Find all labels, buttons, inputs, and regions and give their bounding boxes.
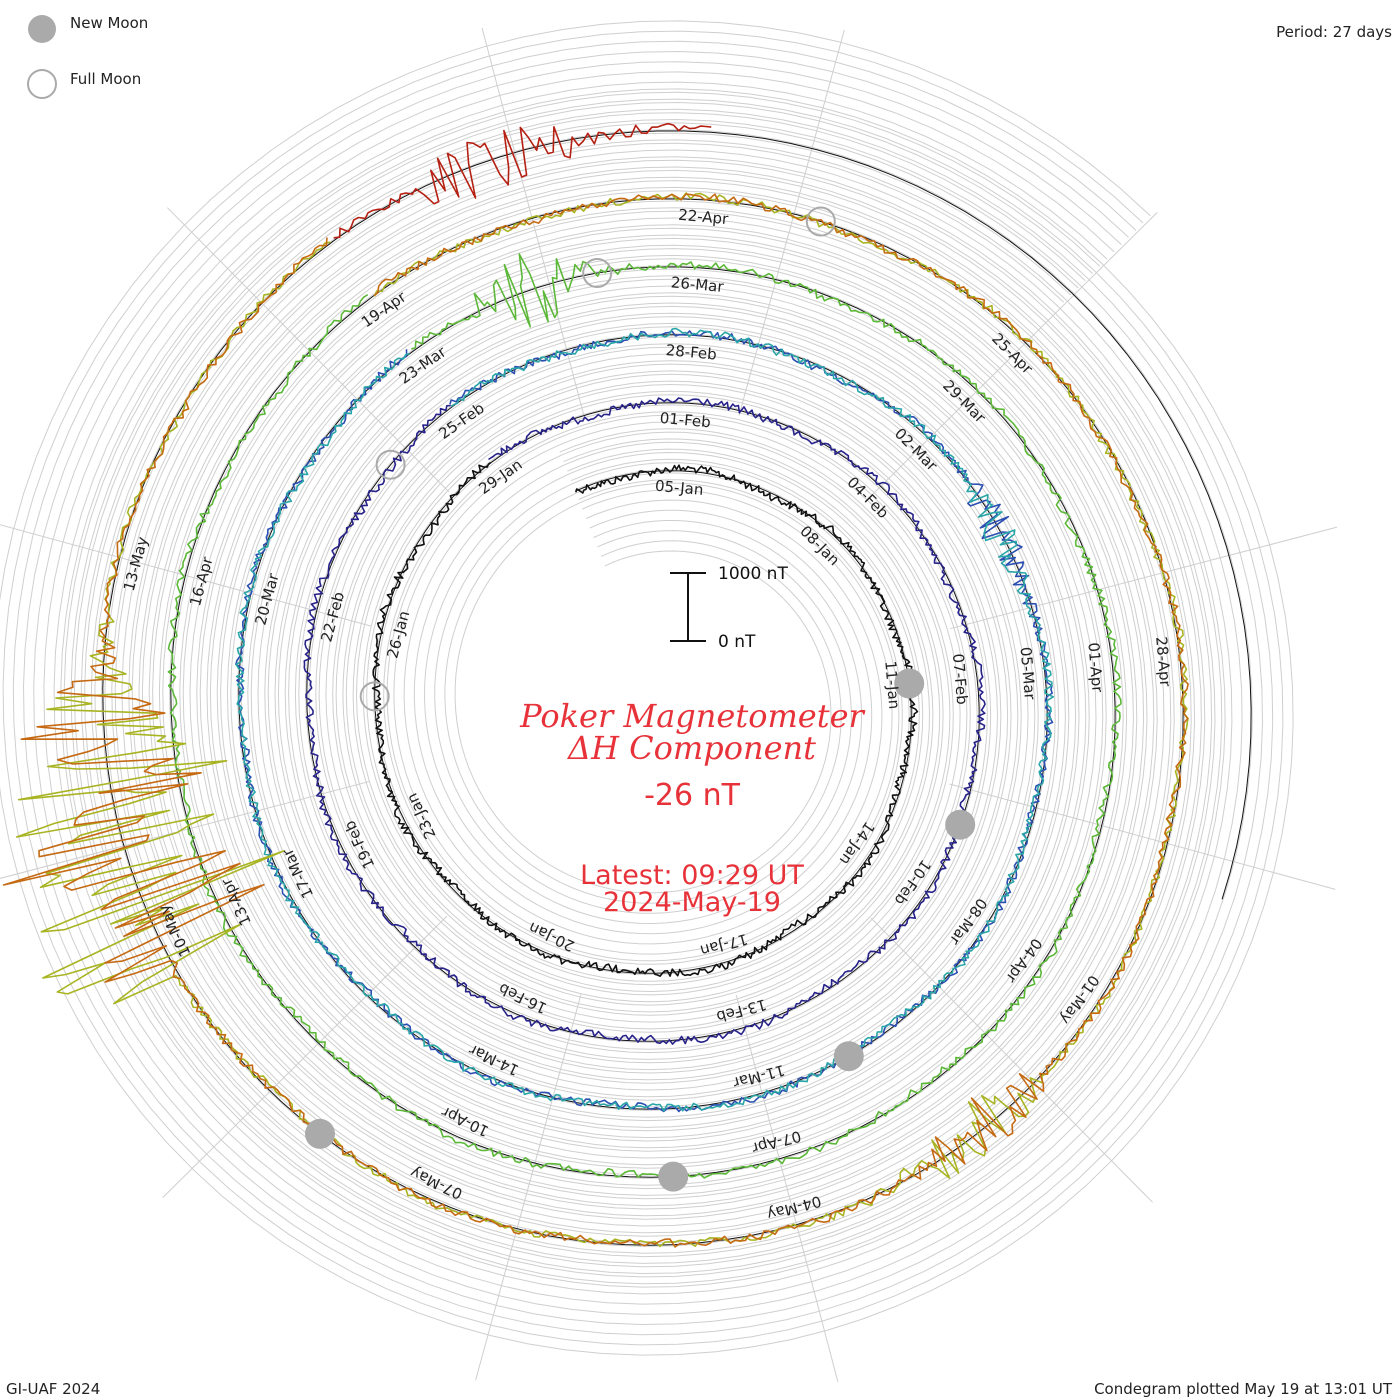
grid-spiral (84, 112, 1202, 1264)
chart-subtitle: ΔH Component (566, 729, 816, 767)
date-label: 01-Apr (1084, 642, 1106, 694)
date-label: 26-Mar (670, 273, 725, 296)
grid-spiral (33, 61, 1253, 1315)
scale-bar: 1000 nT 0 nT (670, 564, 788, 652)
period-label: Period: 27 days (1276, 23, 1392, 41)
radial-spoke (872, 212, 1158, 495)
radial-spoke (949, 526, 1338, 630)
radial-spoke (738, 29, 845, 416)
grid-spiral (63, 91, 1223, 1285)
scale-top-label: 1000 nT (718, 564, 788, 584)
date-label: 01-Feb (659, 409, 711, 431)
series-line-4 (167, 253, 1122, 1180)
date-label: 28-Apr (1152, 636, 1174, 688)
date-label: 23-Jan (403, 790, 440, 842)
date-label: 08-Jan (796, 522, 843, 569)
date-label: 13-Feb (714, 995, 768, 1026)
date-label: 07-Apr (749, 1127, 803, 1157)
series-line-7 (333, 122, 712, 239)
date-label: 16-Apr (186, 554, 217, 608)
legend: New Moon Full Moon (27, 14, 148, 99)
grid-spiral (114, 142, 1172, 1234)
date-label: 05-Jan (654, 477, 704, 499)
new-moon-marker (894, 668, 925, 699)
full-moon-marker (375, 449, 406, 480)
legend-full-moon-label: Full Moon (70, 70, 141, 88)
grid-spiral (12, 40, 1274, 1336)
scale-bottom-label: 0 nT (718, 632, 756, 652)
date-label: 13-May (120, 535, 152, 593)
latest-date: 2024-May-19 (603, 887, 781, 918)
moon-markers (305, 206, 976, 1192)
full-moon-marker (582, 258, 613, 288)
chart-title: Poker Magnetometer (519, 697, 865, 735)
full-moon-marker (805, 206, 836, 237)
date-label: 17-Jan (698, 930, 749, 960)
date-label: 08-Mar (945, 895, 991, 949)
grid-spiral (43, 71, 1243, 1305)
grid-spiral (22, 50, 1264, 1326)
date-label: 20-Jan (526, 918, 578, 955)
radial-spoke (167, 207, 450, 493)
date-label: 28-Feb (665, 341, 717, 363)
plotted-label: Condegram plotted May 19 at 13:01 UT (1094, 1380, 1393, 1398)
radial-spoke (475, 994, 582, 1381)
date-label: 07-Feb (949, 653, 971, 705)
grid-spiral (53, 81, 1233, 1295)
series-line-0 (371, 461, 919, 977)
radial-spoke (870, 917, 1153, 1203)
date-label: 22-Apr (677, 206, 729, 228)
new-moon-marker (658, 1161, 689, 1192)
radial-spoke (949, 783, 1336, 890)
grid-spiral (73, 101, 1213, 1275)
radial-spoke (735, 994, 839, 1383)
date-label: 13-Apr (217, 875, 255, 929)
full-moon-legend-icon (27, 69, 57, 99)
date-label: 11-Mar (730, 1061, 786, 1092)
new-moon-marker (833, 1041, 864, 1072)
series-line-6 (2, 193, 1189, 1248)
credit-label: GI-UAF 2024 (6, 1380, 100, 1398)
series-line-3 (235, 327, 1055, 1112)
date-label: 11-Jan (881, 660, 903, 710)
grid-spiral (94, 122, 1192, 1254)
new-moon-legend-icon (28, 15, 56, 43)
full-moon-marker (359, 681, 390, 712)
date-label: 19-Feb (341, 818, 379, 872)
new-moon-marker (305, 1118, 335, 1149)
grid-spiral (2, 30, 1284, 1346)
data-series-group (2, 122, 1189, 1248)
current-value: -26 nT (644, 778, 741, 813)
date-label: 05-Mar (1017, 646, 1040, 701)
legend-new-moon-label: New Moon (70, 14, 148, 32)
new-moon-marker (945, 809, 976, 840)
series-line-1 (303, 397, 986, 1045)
series-line-5 (15, 192, 1189, 1248)
latest-time: Latest: 09:29 UT (580, 860, 804, 891)
radial-spoke (162, 915, 448, 1198)
spiral-grid (0, 20, 1294, 1356)
grid-spiral (0, 20, 1294, 1356)
radial-spoke (0, 524, 371, 627)
